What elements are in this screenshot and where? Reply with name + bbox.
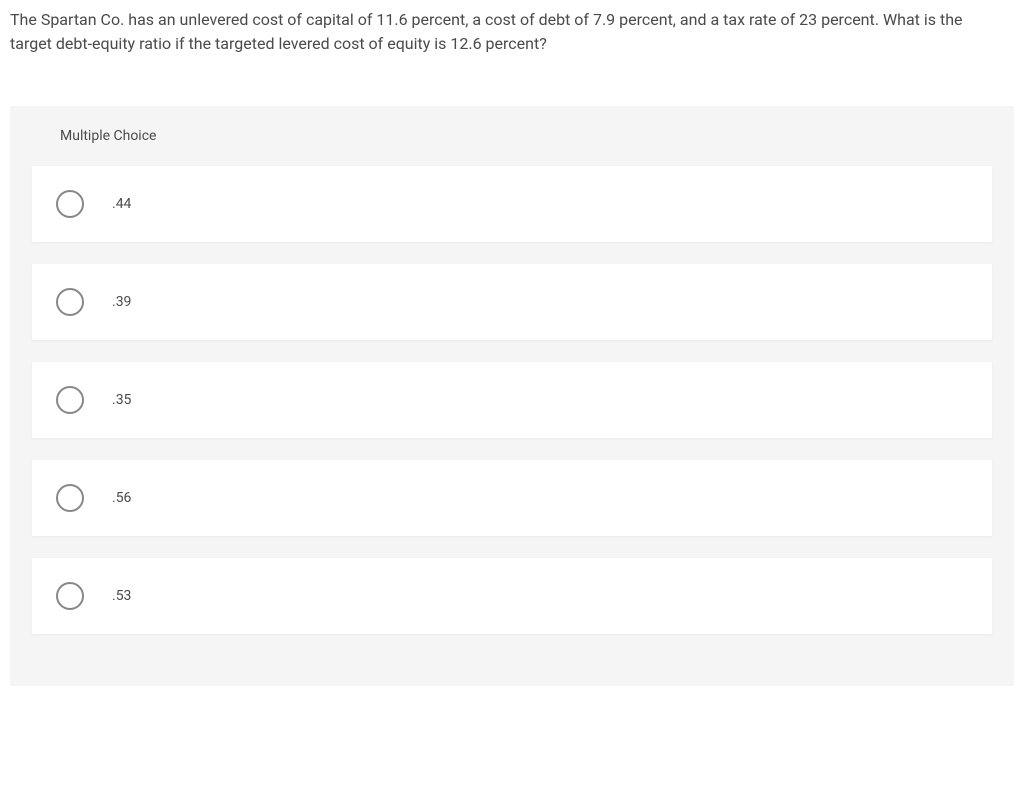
multiple-choice-header: Multiple Choice xyxy=(10,106,1014,166)
option-label: .44 xyxy=(112,196,131,212)
option-row[interactable]: .35 xyxy=(32,362,992,438)
multiple-choice-container: Multiple Choice .44 .39 .35 .56 .53 xyxy=(10,106,1014,686)
radio-icon[interactable] xyxy=(56,582,84,610)
radio-icon[interactable] xyxy=(56,386,84,414)
option-row[interactable]: .53 xyxy=(32,558,992,634)
option-row[interactable]: .56 xyxy=(32,460,992,536)
option-label: .56 xyxy=(112,490,131,506)
option-row[interactable]: .39 xyxy=(32,264,992,340)
option-label: .53 xyxy=(112,588,131,604)
radio-icon[interactable] xyxy=(56,288,84,316)
question-text: The Spartan Co. has an unlevered cost of… xyxy=(10,8,1014,56)
radio-icon[interactable] xyxy=(56,190,84,218)
option-label: .39 xyxy=(112,294,131,310)
option-row[interactable]: .44 xyxy=(32,166,992,242)
option-label: .35 xyxy=(112,392,131,408)
radio-icon[interactable] xyxy=(56,484,84,512)
